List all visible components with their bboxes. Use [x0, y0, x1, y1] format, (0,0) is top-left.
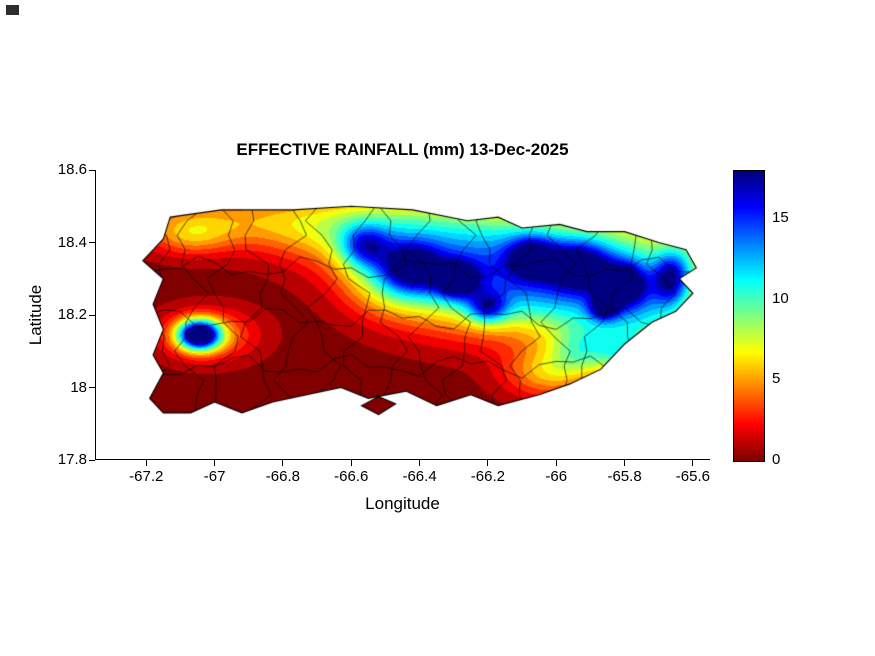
y-tick-label: 17.8 [57, 451, 87, 468]
x-tick-mark [555, 460, 557, 466]
y-tick-mark [89, 387, 95, 388]
colorbar-tick-label: 15 [772, 209, 789, 227]
y-tick-label: 18.6 [57, 161, 87, 178]
y-tick-mark [89, 169, 95, 171]
x-tick-label: -66.2 [470, 468, 505, 485]
y-tick-mark [89, 459, 95, 461]
colorbar [733, 170, 765, 462]
y-tick-label: 18.2 [57, 306, 87, 323]
colorbar-gradient-canvas [734, 171, 764, 461]
x-axis-label: Longitude [365, 494, 440, 513]
x-tick-label: -66 [545, 468, 568, 485]
y-tick-label: 18 [70, 378, 87, 396]
x-tick-label: -66.6 [334, 468, 369, 485]
colorbar-tick-label: 10 [772, 289, 789, 307]
colorbar-tick-label: 5 [772, 370, 781, 388]
x-tick-label: -66.8 [265, 468, 300, 485]
x-tick-label: -65.8 [607, 468, 642, 485]
x-tick-mark [692, 460, 694, 466]
x-tick-mark [624, 460, 626, 466]
x-tick-mark [350, 460, 352, 466]
x-tick-mark [214, 460, 216, 466]
x-tick-label: -66.4 [402, 468, 437, 485]
screen-artifact [6, 5, 19, 15]
y-tick-label: 18.4 [57, 233, 87, 251]
colorbar-tick-label: 0 [772, 451, 781, 468]
x-tick-mark [419, 460, 421, 466]
rainfall-map-canvas [95, 170, 710, 460]
y-tick-mark [89, 314, 95, 316]
x-tick-label: -67 [203, 468, 226, 485]
y-tick-mark [89, 242, 95, 243]
x-tick-mark [282, 460, 284, 466]
x-tick-label: -67.2 [129, 468, 164, 485]
x-tick-mark [487, 460, 489, 466]
chart-title: EFFECTIVE RAINFALL (mm) 13-Dec-2025 [236, 140, 569, 159]
x-tick-label: -65.6 [675, 468, 710, 485]
x-tick-mark [145, 460, 147, 466]
